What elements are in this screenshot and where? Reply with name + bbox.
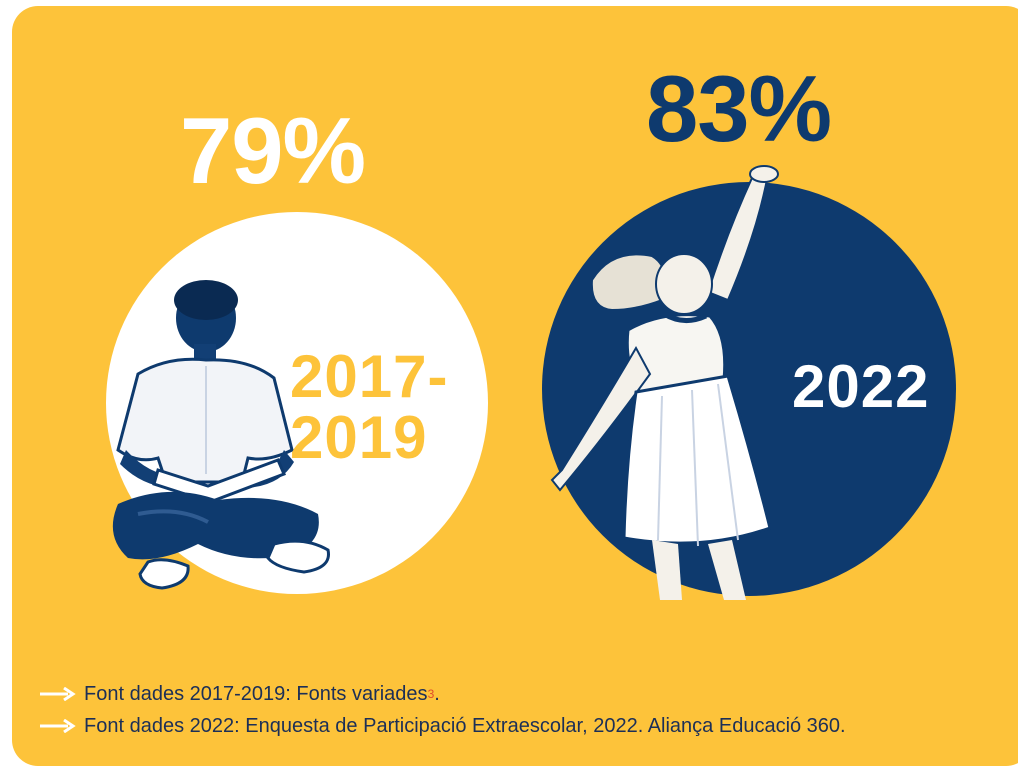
percent-2022: 83% [646,56,832,161]
source-note-text: Font dades 2022: Enquesta de Participaci… [84,714,846,737]
source-note-2022: Font dades 2022: Enquesta de Participaci… [38,710,846,742]
arrow-right-icon [40,719,76,733]
footnote-marker[interactable]: 3 [427,687,435,701]
year-label-2017-2019: 2017- 2019 [290,343,449,472]
source-note-suffix: . [434,682,440,705]
girl-jumping-figure [550,165,779,600]
year-label-2022: 2022 [792,353,930,420]
year-label-line2: 2019 [290,404,428,472]
source-note-2017-2019: Font dades 2017-2019: Fonts variades 3. [38,678,846,710]
infographic-card: 79% 2017- 2019 83% [12,6,1018,766]
year-label-line1: 2017- [290,343,449,410]
arrow-right-icon [40,687,76,701]
percent-2017-2019: 79% [180,98,366,203]
source-notes: Font dades 2017-2019: Fonts variades 3. F… [38,678,846,742]
source-note-text: Font dades 2017-2019: Fonts variades [84,682,428,705]
boy-reading-figure [112,280,330,590]
